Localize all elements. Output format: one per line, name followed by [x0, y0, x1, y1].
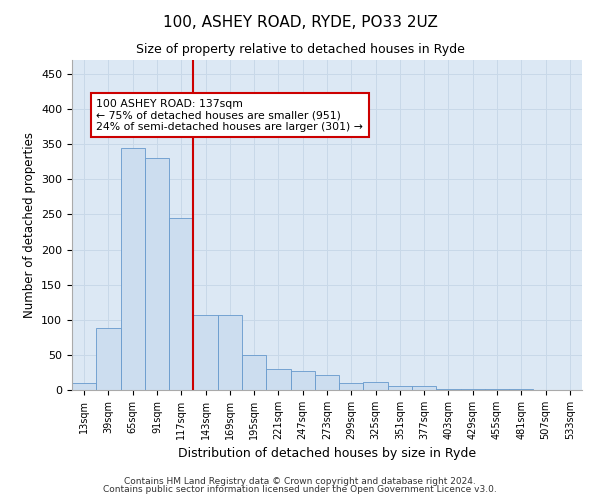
Bar: [193, 315, 218, 390]
Bar: [169, 218, 193, 390]
Text: Size of property relative to detached houses in Ryde: Size of property relative to detached ho…: [136, 42, 464, 56]
Bar: [242, 355, 266, 390]
Text: Contains public sector information licensed under the Open Government Licence v3: Contains public sector information licen…: [103, 486, 497, 494]
Bar: [96, 328, 121, 390]
Bar: [339, 383, 364, 390]
Bar: [436, 388, 461, 390]
Text: 100, ASHEY ROAD, RYDE, PO33 2UZ: 100, ASHEY ROAD, RYDE, PO33 2UZ: [163, 15, 437, 30]
Bar: [315, 374, 339, 390]
Bar: [461, 388, 485, 390]
Bar: [145, 158, 169, 390]
Text: Contains HM Land Registry data © Crown copyright and database right 2024.: Contains HM Land Registry data © Crown c…: [124, 477, 476, 486]
Bar: [290, 371, 315, 390]
Bar: [72, 383, 96, 390]
Bar: [388, 386, 412, 390]
X-axis label: Distribution of detached houses by size in Ryde: Distribution of detached houses by size …: [178, 448, 476, 460]
Bar: [364, 382, 388, 390]
Bar: [121, 148, 145, 390]
Bar: [266, 369, 290, 390]
Bar: [218, 315, 242, 390]
Text: 100 ASHEY ROAD: 137sqm
← 75% of detached houses are smaller (951)
24% of semi-de: 100 ASHEY ROAD: 137sqm ← 75% of detached…: [96, 98, 363, 132]
Y-axis label: Number of detached properties: Number of detached properties: [23, 132, 35, 318]
Bar: [412, 386, 436, 390]
